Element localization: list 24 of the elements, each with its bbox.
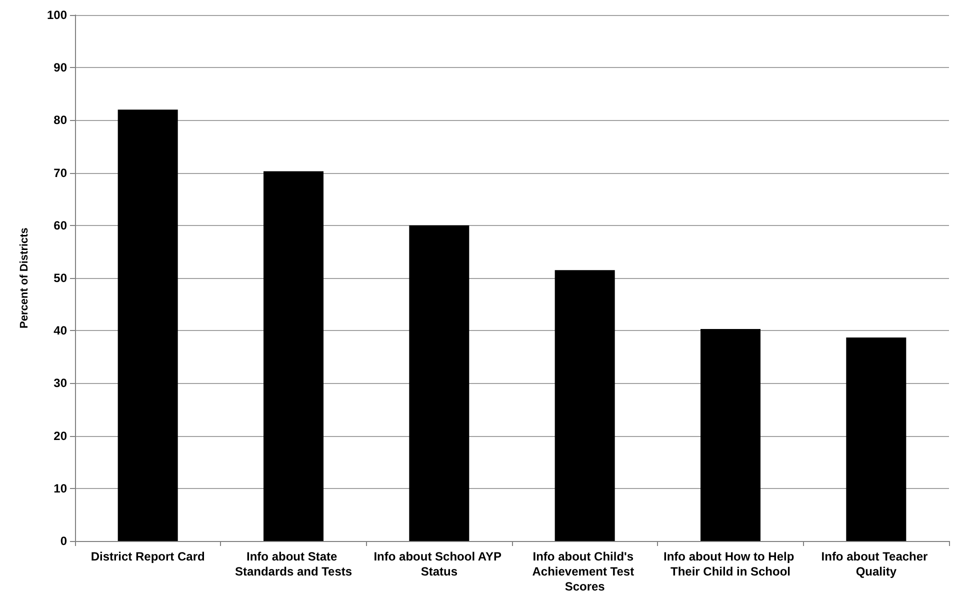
y-tick-label: 50 [54,271,68,285]
x-tick-label: Info about State Standards and Tests [234,550,352,578]
y-axis-title: Percent of Districts [18,228,30,328]
y-tick-label: 60 [54,218,68,232]
y-tick-label: 70 [54,166,68,180]
y-tick-label: 100 [46,8,68,22]
bar [846,337,906,541]
bar [264,171,324,541]
bar [409,225,470,541]
y-tick-label: 40 [54,324,68,338]
y-tick-label: 90 [54,60,68,75]
bar [700,329,760,541]
x-tick-label: Info about School AYP Status [374,550,505,578]
y-tick-label: 30 [54,376,68,390]
x-tick-label: Info about Teacher Quality [821,550,932,578]
y-tick-label: 10 [54,481,68,496]
x-tick-label: District Report Card [90,550,205,564]
y-tick-label: 80 [54,113,68,128]
y-tick-label: 0 [60,534,68,548]
bar [118,110,178,541]
x-tick-label: Info about How to Help Their Child in School [664,550,798,578]
x-tick-label: Info about Child's Achievement Test Scores [532,550,638,594]
y-tick-label: 20 [54,428,68,443]
bar [554,270,615,541]
